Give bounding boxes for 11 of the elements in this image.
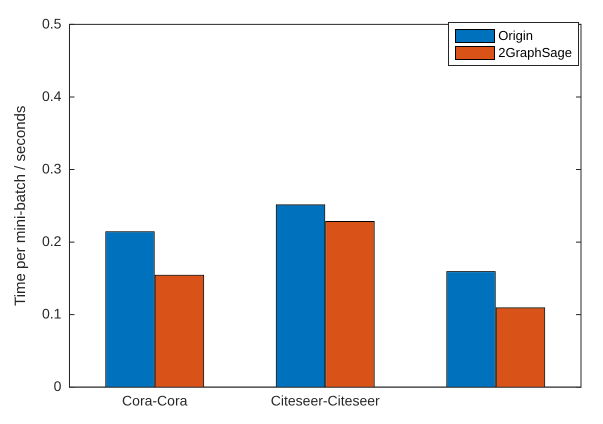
x-tick-label: Citeseer-Citeseer (270, 392, 380, 408)
y-tick-label: 0 (54, 378, 62, 394)
y-tick-label: 0.3 (42, 160, 62, 176)
legend-label: Origin (498, 28, 533, 43)
y-tick-label: 0.2 (42, 232, 62, 249)
y-tick-label: 0.1 (42, 306, 62, 322)
legend-label: 2GraphSage (498, 45, 572, 60)
y-tick-label: 0.4 (42, 88, 62, 104)
y-tick-label: 0.5 (42, 15, 62, 32)
x-tick-label: Cora-Cora (122, 392, 188, 408)
y-axis-title: Time per mini-batch / seconds (12, 106, 30, 306)
